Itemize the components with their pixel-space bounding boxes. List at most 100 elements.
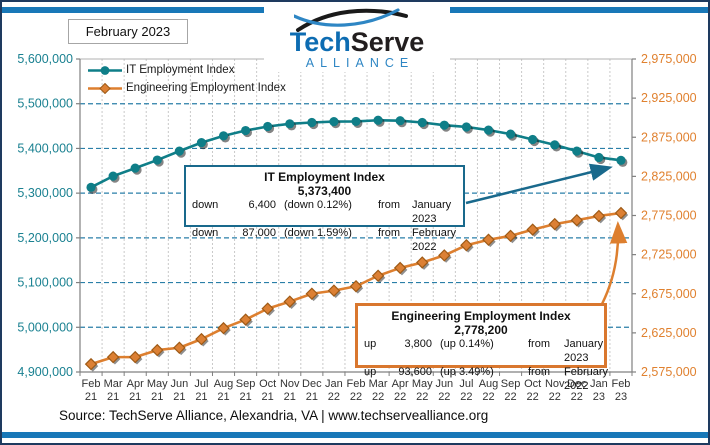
it-data-point xyxy=(152,155,162,165)
eng-data-point xyxy=(106,350,120,364)
it-data-point xyxy=(572,146,582,156)
it-data-point xyxy=(550,140,560,150)
x-axis-tick-label: Jan 23 xyxy=(590,378,608,403)
it-data-point xyxy=(373,115,383,125)
eng-data-point xyxy=(327,284,341,297)
eng-data-point xyxy=(393,261,407,275)
x-axis-tick-label: Nov 21 xyxy=(280,378,300,403)
right-axis-tick-label: 2,875,000 xyxy=(641,130,697,144)
x-axis-tick-label: May 22 xyxy=(412,378,433,403)
it-annotation-value: 5,373,400 xyxy=(297,184,352,198)
right-axis-tick-label: 2,725,000 xyxy=(641,248,697,262)
x-axis-tick-label: Sep 22 xyxy=(501,378,521,403)
change-amount: 93,600 xyxy=(398,366,432,378)
change-amount: 3,800 xyxy=(404,338,432,350)
x-axis-tick-label: Sep 21 xyxy=(236,378,256,403)
x-axis-tick-label: Jun 21 xyxy=(170,378,188,403)
left-axis-tick-label: 5,200,000 xyxy=(17,231,73,245)
eng-data-point xyxy=(283,295,297,308)
x-axis-tick-label: Feb 22 xyxy=(347,378,366,403)
it-data-point xyxy=(329,117,339,127)
it-data-point xyxy=(174,146,184,156)
it-data-point xyxy=(461,122,471,132)
eng-data-point xyxy=(526,223,539,236)
x-axis-tick-label: Jul 22 xyxy=(459,378,473,403)
x-axis-tick-label: Aug 22 xyxy=(479,378,499,403)
right-axis-tick-label: 2,975,000 xyxy=(641,52,697,66)
legend-label-eng: Engineering Employment Index xyxy=(126,82,286,94)
x-axis-tick-label: Feb 23 xyxy=(611,378,630,403)
legend-label-it: IT Employment Index xyxy=(126,64,235,76)
left-axis-tick-label: 5,500,000 xyxy=(17,97,73,111)
right-axis-tick-label: 2,575,000 xyxy=(641,365,697,379)
it-data-point xyxy=(263,121,273,132)
left-axis-tick-label: 5,300,000 xyxy=(17,186,73,200)
right-axis-tick-label: 2,675,000 xyxy=(641,287,697,301)
chart-legend: IT Employment Index Engineering Employme… xyxy=(88,61,286,97)
it-annotation-row: down 6,400 (down 0.12%) from January 202… xyxy=(192,198,457,226)
eng-data-point xyxy=(548,217,561,231)
it-data-point xyxy=(616,155,626,165)
eng-data-point xyxy=(371,269,385,283)
x-axis-tick-label: Oct 21 xyxy=(259,378,276,403)
eng-annotation-title: Engineering Employment Index xyxy=(391,309,571,323)
eng-data-point xyxy=(84,357,98,371)
change-period: February 2022 xyxy=(412,227,457,253)
x-axis-tick-label: Feb 21 xyxy=(82,378,101,403)
change-from: from xyxy=(528,366,550,378)
left-axis-tick-label: 5,600,000 xyxy=(17,52,73,66)
change-period: January 2023 xyxy=(412,199,452,225)
x-axis-tick-label: Jul 21 xyxy=(194,378,208,403)
x-axis-tick-label: Dec 22 xyxy=(567,378,587,403)
it-callout-arrow xyxy=(465,163,613,205)
x-axis-tick-label: Apr 21 xyxy=(127,378,144,403)
right-axis-tick-label: 2,775,000 xyxy=(641,209,697,223)
report-date-box: February 2023 xyxy=(68,19,188,44)
logo-alliance-text: ALLIANCE xyxy=(305,56,415,70)
logo-wordmark: TechServe xyxy=(264,28,450,56)
it-data-point xyxy=(395,116,405,126)
eng-callout-arrow xyxy=(600,221,628,305)
logo-word-serve: Serve xyxy=(350,27,425,57)
x-axis-tick-label: Aug 21 xyxy=(214,378,234,403)
data-series xyxy=(84,115,629,372)
left-axis-tick-label: 5,100,000 xyxy=(17,276,73,290)
eng-data-point xyxy=(460,238,473,252)
eng-data-point xyxy=(151,343,164,357)
it-data-point xyxy=(505,129,516,139)
eng-annotation-box: Engineering Employment Index 2,778,200 u… xyxy=(355,303,608,392)
it-data-point xyxy=(130,163,140,173)
eng-data-point xyxy=(305,287,319,300)
change-period: January 2023 xyxy=(564,338,604,364)
change-direction: up xyxy=(364,338,377,350)
it-annotation-row: down 87,000 (down 1.59%) from February 2… xyxy=(192,226,457,254)
it-annotation-title: IT Employment Index xyxy=(264,170,385,184)
it-data-point xyxy=(285,119,295,129)
x-axis-tick-label: Apr 22 xyxy=(392,378,409,403)
eng-data-point xyxy=(239,313,252,326)
logo-swoosh-icon xyxy=(294,8,408,32)
it-data-point xyxy=(439,120,449,130)
eng-data-point xyxy=(438,249,451,262)
eng-annotation-row: up 93,600 (up 3.49%) from February 2022 xyxy=(364,365,608,393)
it-annotation-box: IT Employment Index 5,373,400 down 6,400… xyxy=(184,165,465,253)
it-data-point xyxy=(594,152,604,163)
it-data-point xyxy=(483,125,494,135)
left-axis-tick-label: 5,400,000 xyxy=(17,141,73,155)
report-date-label: February 2023 xyxy=(85,24,171,39)
x-axis-tick-label: Oct 22 xyxy=(524,378,541,403)
eng-data-point xyxy=(570,213,584,227)
eng-data-point xyxy=(195,332,208,346)
change-direction: up xyxy=(364,366,377,378)
source-attribution: Source: TechServe Alliance, Alexandria, … xyxy=(59,408,489,423)
right-axis-tick-label: 2,925,000 xyxy=(641,91,697,105)
it-data-point xyxy=(307,117,317,128)
x-axis-tick-label: Jun 22 xyxy=(435,378,453,403)
it-data-point xyxy=(196,138,207,148)
axes: 4,900,000 5,000,000 5,100,000 5,200,000 5,30… xyxy=(17,52,696,403)
it-data-point xyxy=(417,117,427,128)
eng-annotation-value: 2,778,200 xyxy=(454,323,508,337)
eng-data-point xyxy=(217,321,230,335)
